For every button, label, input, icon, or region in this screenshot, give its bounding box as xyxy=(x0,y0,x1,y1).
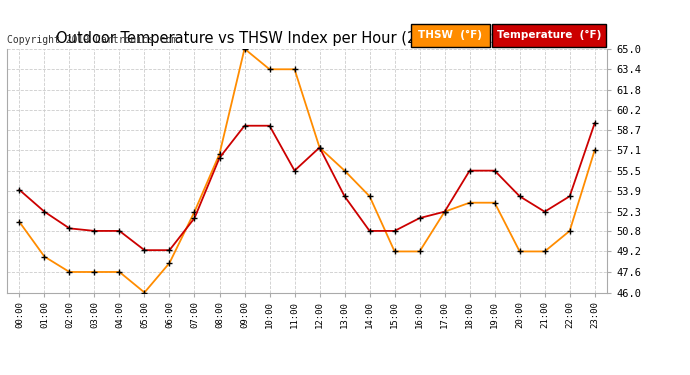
Text: THSW  (°F): THSW (°F) xyxy=(418,30,482,40)
Text: Temperature  (°F): Temperature (°F) xyxy=(497,30,601,40)
Text: Copyright 2019 Cartronics.com: Copyright 2019 Cartronics.com xyxy=(7,35,177,45)
Title: Outdoor Temperature vs THSW Index per Hour (24 Hours) 20190527: Outdoor Temperature vs THSW Index per Ho… xyxy=(56,31,558,46)
